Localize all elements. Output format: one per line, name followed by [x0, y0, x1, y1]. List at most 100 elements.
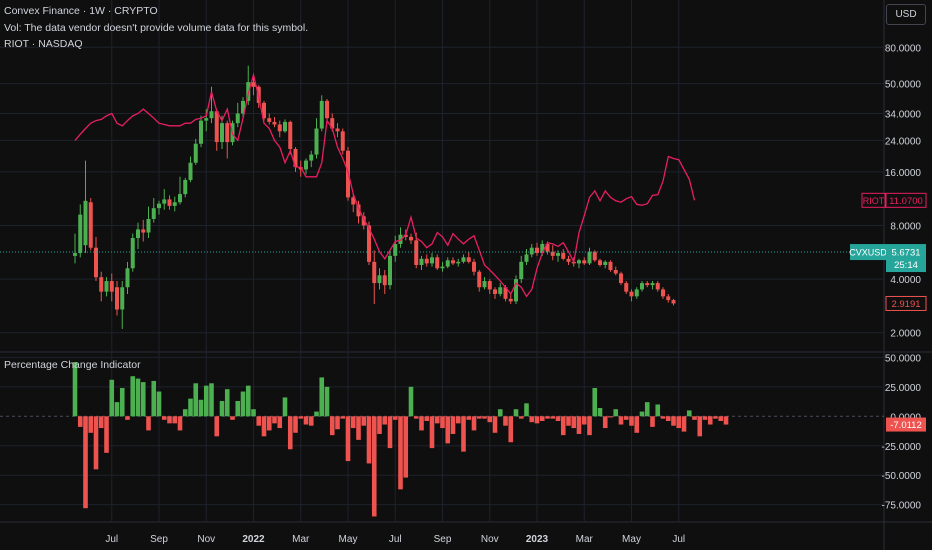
pct-change-bar [72, 362, 78, 417]
candle-body [445, 260, 450, 267]
candle-body [577, 260, 581, 264]
pct-change-bar [224, 389, 230, 417]
candle-body [115, 287, 119, 310]
candle-body [603, 261, 608, 265]
candle-body [288, 121, 293, 149]
pct-change-bar [93, 416, 99, 470]
pct-change-bar [461, 416, 466, 452]
candle-body [88, 202, 93, 248]
pct-change-bar [219, 400, 225, 417]
candle-body [545, 243, 550, 252]
time-tick-label: Nov [197, 534, 215, 545]
candle-body [277, 124, 282, 132]
indicator-tick-label: 50.0000 [885, 353, 922, 364]
cvx-price-tag-text: 5.6731 [891, 248, 920, 259]
riot-compare-series [74, 72, 696, 298]
pct-change-bar [177, 416, 183, 431]
candle-body [99, 277, 104, 292]
candle-body [508, 298, 513, 302]
candle-body [241, 100, 245, 114]
riot-symbol-tag-text: RIOT [863, 196, 885, 206]
indicator-title[interactable]: Percentage Change Indicator [4, 359, 141, 371]
pct-change-bar [571, 416, 577, 429]
pct-change-bar [492, 416, 498, 433]
riot-line [74, 72, 696, 298]
candle-body [330, 118, 335, 129]
pct-change-bar [592, 388, 598, 417]
pct-change-bar [676, 416, 682, 429]
candle-body [514, 279, 518, 302]
candle-body [267, 118, 272, 122]
candle-body [435, 257, 440, 269]
pct-change-bar [634, 416, 640, 433]
symbol-title[interactable]: Convex Finance · 1W · CRYPTO [4, 5, 158, 17]
pct-change-bar [282, 397, 288, 417]
pct-change-bar [230, 416, 235, 420]
pct-change-bar [324, 386, 330, 417]
pct-change-bar [114, 402, 120, 417]
time-axis[interactable]: Jul Sep Nov 2022 Mar May Jul Sep Nov 2023 Mar May Ju… [105, 534, 685, 545]
indicator-tick-label: 25.0000 [885, 383, 922, 394]
candle-body [640, 283, 644, 290]
candle-body [414, 240, 419, 265]
pct-change-bar [450, 416, 456, 434]
pct-change-bar [366, 416, 372, 464]
pct-change-bar [329, 416, 335, 436]
pct-change-bar [697, 416, 703, 437]
candle-body [582, 260, 587, 264]
pct-change-bar [356, 416, 361, 440]
candle-body [367, 225, 371, 262]
candle-body [325, 100, 329, 119]
candle-body [419, 258, 424, 265]
price-axis[interactable]: 2.0000 4.0000 8.0000 16.0000 24.0000 34.0000 5… [882, 43, 922, 511]
pct-change-bar [581, 416, 587, 425]
candle-body [477, 271, 482, 288]
candle-body [556, 253, 560, 256]
pct-change-bar [419, 416, 424, 431]
candle-body [629, 291, 634, 297]
time-tick-label: Mar [576, 534, 594, 545]
pct-change-bar [377, 416, 382, 434]
pct-change-bar [182, 409, 188, 417]
candle-body [592, 251, 597, 261]
candle-body [167, 199, 172, 206]
pct-change-bar [193, 383, 199, 417]
pct-change-bar [471, 416, 477, 431]
pct-change-bar [203, 385, 209, 417]
candle-body [566, 258, 571, 262]
candle-body [73, 253, 77, 256]
candle-body [225, 123, 230, 143]
candle-body [120, 287, 125, 310]
candle-body [634, 289, 639, 297]
candle-body [503, 287, 508, 299]
pct-change-bar [256, 416, 262, 426]
last-close-tag-text: 2.9191 [891, 299, 920, 310]
price-tick-label: 16.0000 [885, 168, 922, 179]
pct-change-bar [503, 416, 508, 426]
candle-body [335, 128, 340, 132]
pct-change-bar [681, 416, 687, 432]
candle-body [372, 261, 377, 284]
riot-symbol-tag [861, 192, 886, 208]
pct-change-bar [713, 416, 718, 419]
candle-body [409, 236, 413, 241]
candle-body [178, 194, 182, 203]
pct-change-bar [335, 416, 340, 430]
pct-change-bar [608, 416, 613, 418]
pct-change-bar [513, 409, 519, 417]
pct-change-bar [518, 416, 524, 419]
pct-change-bar [398, 416, 403, 490]
price-tick-label: 4.0000 [890, 275, 921, 286]
currency-button[interactable]: USD [886, 4, 926, 25]
pct-change-bar [639, 411, 645, 417]
pct-change-bar [429, 416, 435, 449]
candle-body [304, 160, 308, 170]
price-tick-label: 8.0000 [890, 221, 921, 232]
pct-change-bar [261, 416, 267, 437]
candle-body [235, 113, 240, 124]
compare-symbol-label[interactable]: RIOT · NASDAQ [4, 38, 83, 50]
candle-body [151, 208, 156, 219]
candle-body [141, 229, 146, 233]
